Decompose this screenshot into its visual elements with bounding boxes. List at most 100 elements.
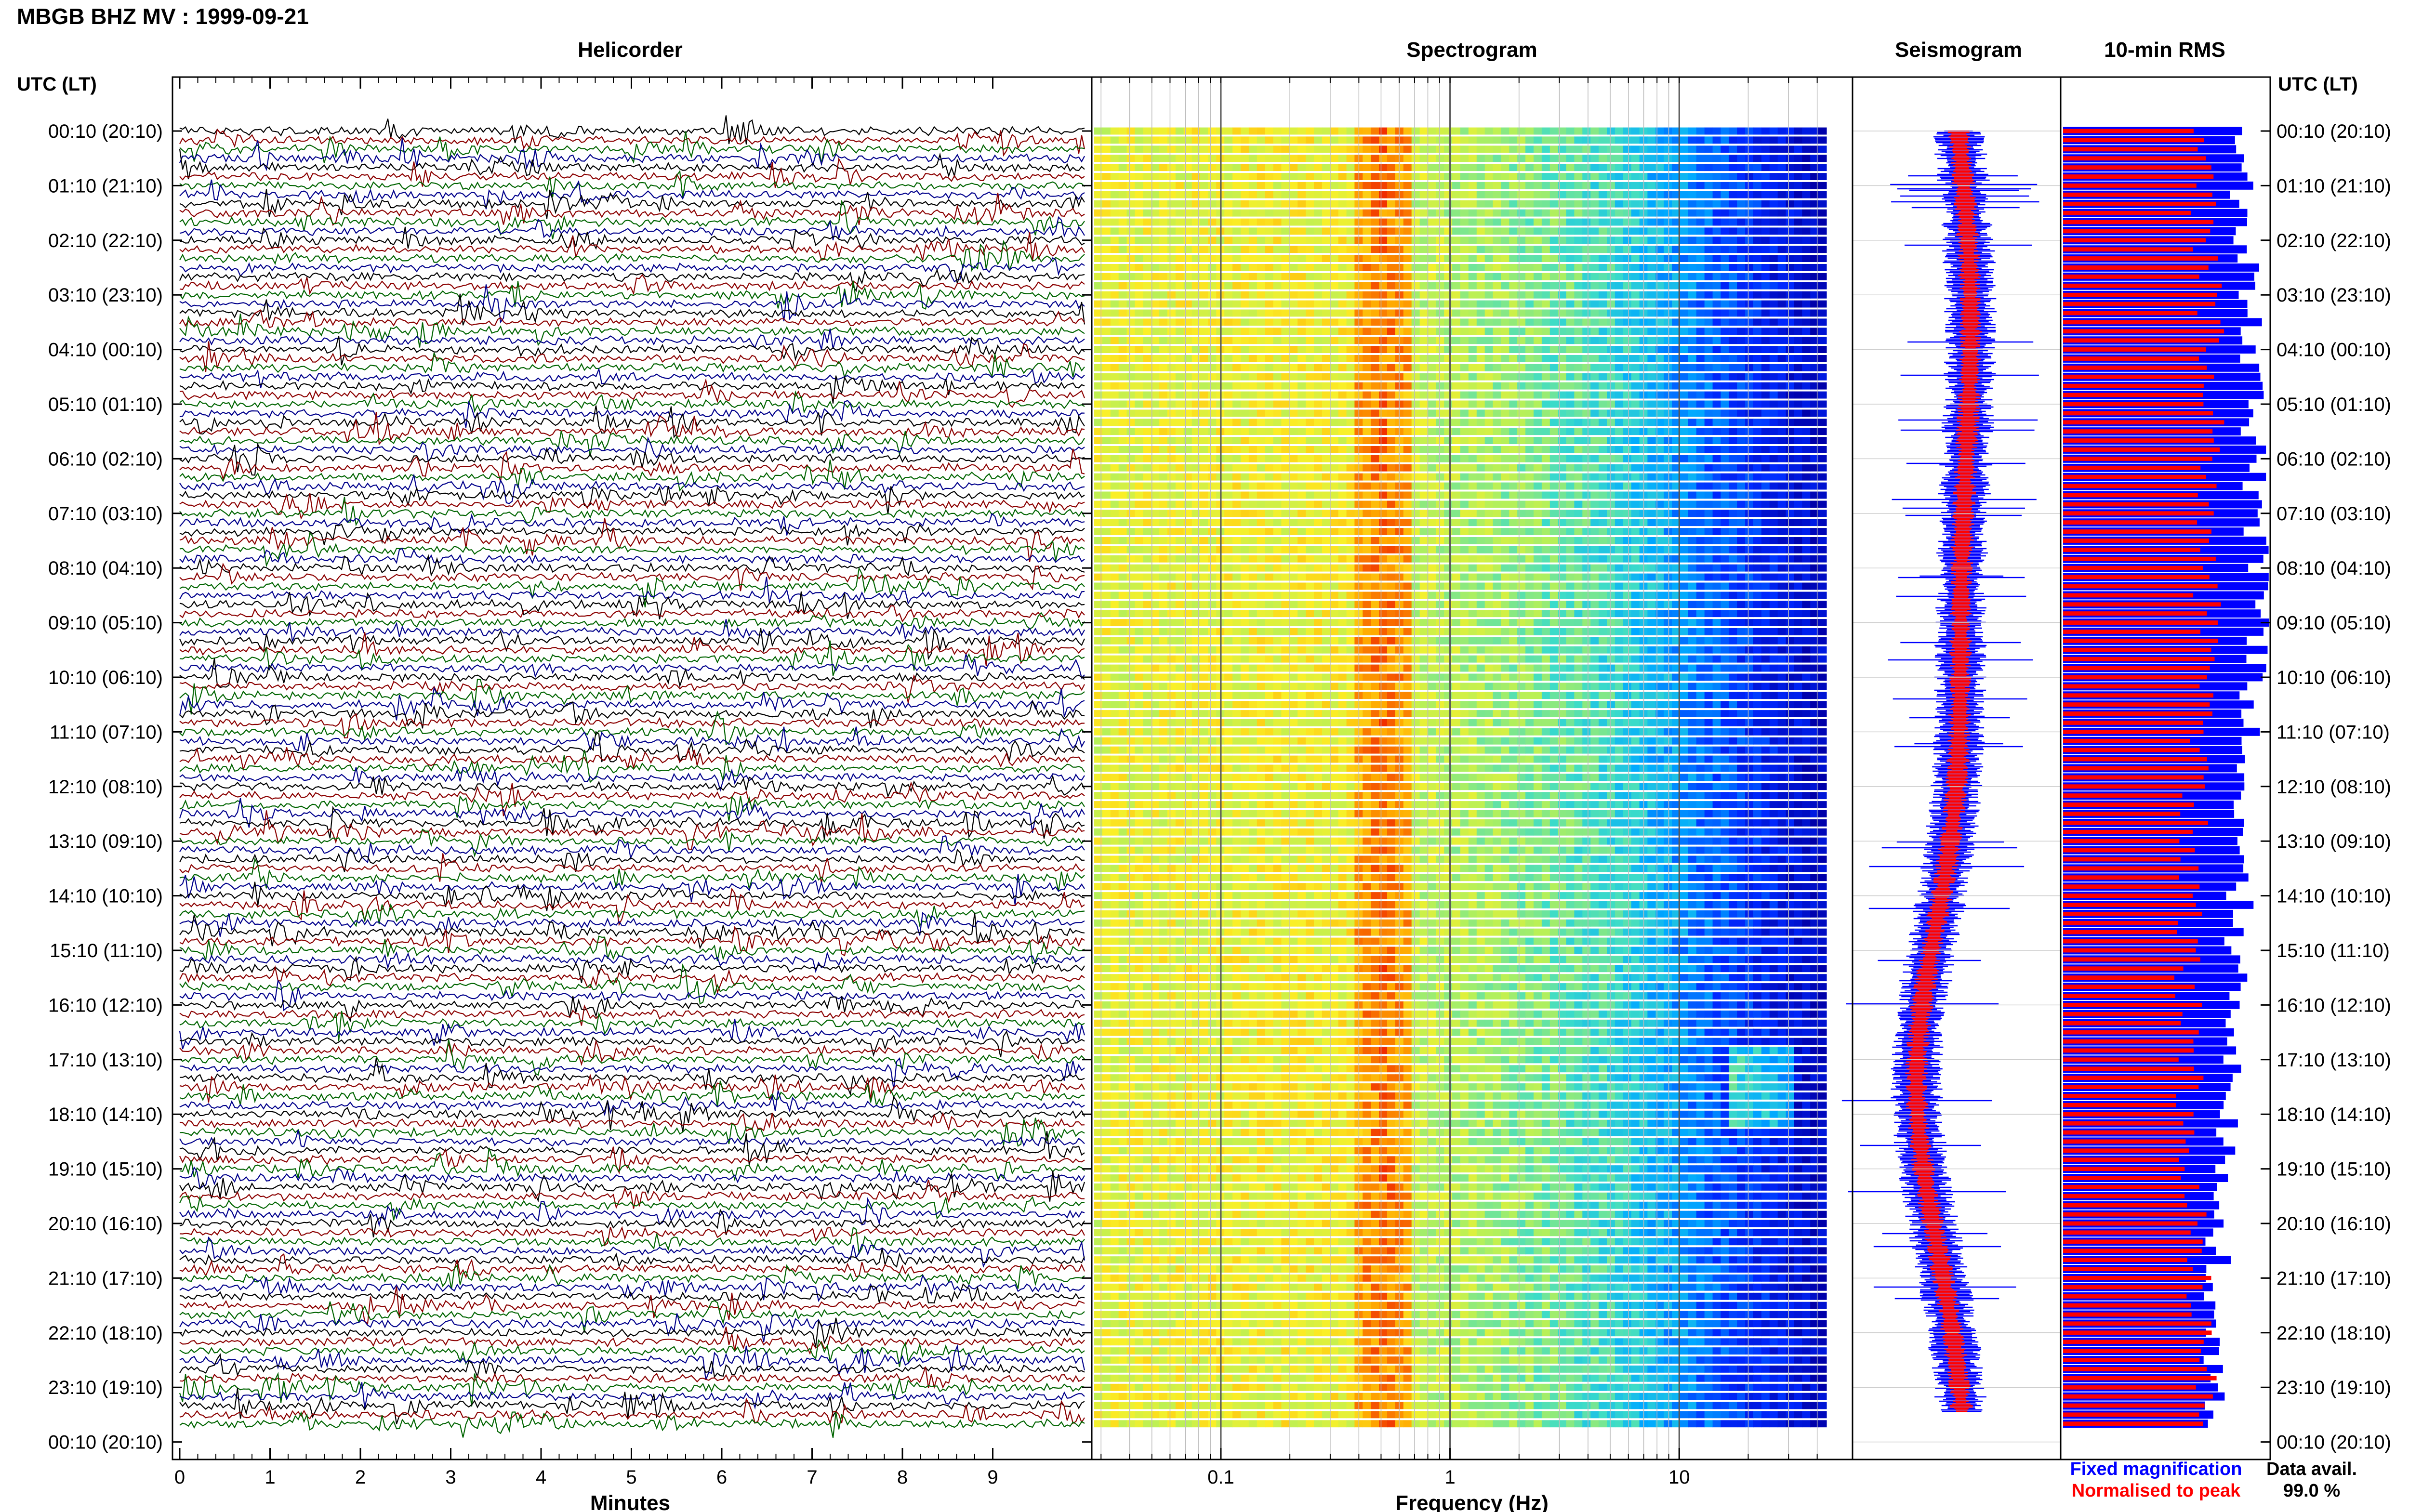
rms-bar-normalised xyxy=(2063,265,2209,270)
helicorder-trace xyxy=(179,1371,1085,1407)
rms-bar-normalised xyxy=(2063,1184,2199,1189)
time-tick-label-right: 03:10 (23:10) xyxy=(2277,285,2391,306)
page-title: MBGB BHZ MV : 1999-09-21 xyxy=(17,4,309,29)
time-tick-label-right: 07:10 (03:10) xyxy=(2277,503,2391,525)
rms-bar-normalised xyxy=(2063,1367,2207,1371)
rms-bar-normalised xyxy=(2063,283,2222,288)
rms-bar-normalised xyxy=(2063,1039,2194,1044)
time-tick-label-left: 08:10 (04:10) xyxy=(48,558,163,579)
rms-bar-normalised xyxy=(2063,1239,2203,1244)
helicorder-trace xyxy=(179,518,1085,562)
frequency-tick-label: 10 xyxy=(1668,1467,1690,1488)
rms-bar-normalised xyxy=(2063,192,2212,197)
helicorder-trace xyxy=(179,232,1085,261)
helicorder-trace xyxy=(179,473,1085,504)
spectrogram-title: Spectrogram xyxy=(1406,38,1537,62)
rms-bar-normalised xyxy=(2063,721,2203,725)
helicorder-trace xyxy=(179,1344,1085,1381)
rms-bar-normalised xyxy=(2063,738,2190,743)
rms-bar-normalised xyxy=(2063,666,2210,671)
time-tick-label-left: 23:10 (19:10) xyxy=(48,1377,163,1398)
rms-bar-normalised xyxy=(2063,1157,2179,1162)
rms-bar-normalised xyxy=(2063,220,2214,224)
helicorder-trace xyxy=(179,442,1085,476)
helicorder-trace xyxy=(179,341,1085,372)
helicorder-trace xyxy=(179,412,1085,446)
helicorder-trace xyxy=(179,239,1085,272)
helicorder-trace xyxy=(179,293,1085,326)
time-tick-label-left: 01:10 (21:10) xyxy=(48,175,163,197)
rms-bar-normalised xyxy=(2063,183,2197,188)
time-tick-label-right: 05:10 (01:10) xyxy=(2277,394,2391,415)
time-tick-label-left: 17:10 (13:10) xyxy=(48,1050,163,1071)
time-tick-label-right: 21:10 (17:10) xyxy=(2277,1268,2391,1289)
time-tick-label-right: 04:10 (00:10) xyxy=(2277,340,2391,361)
time-tick-label-left: 18:10 (14:10) xyxy=(48,1104,163,1125)
helicorder-trace xyxy=(179,795,1085,822)
rms-bar-normalised xyxy=(2063,1275,2211,1280)
minutes-tick-label: 3 xyxy=(445,1467,456,1488)
time-tick-label-right: 16:10 (12:10) xyxy=(2277,995,2391,1016)
helicorder-trace xyxy=(179,979,1085,1012)
minutes-tick-label: 7 xyxy=(807,1467,817,1488)
helicorder-trace xyxy=(179,1226,1085,1247)
rms-bar-normalised xyxy=(2063,174,2214,179)
helicorder-trace xyxy=(179,554,1085,577)
helicorder-trace xyxy=(179,436,1085,463)
helicorder-trace xyxy=(179,115,1085,145)
rms-bar-normalised xyxy=(2063,1230,2191,1235)
helicorder-trace xyxy=(179,1248,1085,1268)
rms-bar-normalised xyxy=(2063,1376,2217,1381)
helicorder-trace xyxy=(179,1080,1085,1107)
helicorder-trace xyxy=(179,170,1085,198)
helicorder-trace xyxy=(179,1118,1085,1147)
helicorder-trace xyxy=(179,747,1085,772)
time-tick-label-right: 20:10 (16:10) xyxy=(2277,1213,2391,1235)
helicorder-trace xyxy=(179,493,1085,520)
helicorder-trace xyxy=(179,430,1085,457)
helicorder-trace xyxy=(179,810,1085,850)
rms-bar-normalised xyxy=(2063,438,2214,443)
helicorder-trace xyxy=(179,179,1085,210)
rms-bar-normalised xyxy=(2063,939,2198,944)
helicorder-trace xyxy=(179,257,1085,283)
minutes-tick-label: 6 xyxy=(716,1467,727,1488)
seismogram-title: Seismogram xyxy=(1895,38,2022,62)
rms-bar-normalised xyxy=(2063,493,2198,498)
rms-bar-normalised xyxy=(2063,1340,2204,1344)
rms-bar-normalised xyxy=(2063,1249,2202,1253)
helicorder-trace xyxy=(179,767,1085,792)
helicorder-trace xyxy=(179,375,1085,404)
time-tick-label-left: 21:10 (17:10) xyxy=(48,1268,163,1289)
rms-bar-normalised xyxy=(2063,229,2210,234)
time-tick-label-left: 20:10 (16:10) xyxy=(48,1213,163,1235)
frequency-axis-label: Frequency (Hz) xyxy=(1395,1491,1549,1512)
helicorder-trace xyxy=(179,189,1085,219)
helicorder-trace xyxy=(179,1411,1085,1438)
rms-bar-normalised xyxy=(2063,1203,2187,1208)
rms-bar-normalised xyxy=(2063,1403,2205,1408)
helicorder-trace xyxy=(179,605,1085,623)
helicorder-trace xyxy=(179,881,1085,911)
rms-bar-normalised xyxy=(2063,647,2211,652)
rms-bar-normalised xyxy=(2063,1066,2194,1071)
rms-bar-normalised xyxy=(2063,1358,2200,1362)
minutes-tick-label: 5 xyxy=(626,1467,636,1488)
time-tick-labels-left: 00:10 (20:10) 01:10 (21:10) 02:10 (22:10) 0… xyxy=(48,121,1092,1453)
helicorder-trace xyxy=(179,857,1085,892)
rms-bar-normalised xyxy=(2063,374,2214,379)
rms-bar-normalised xyxy=(2063,147,2198,152)
rms-bar-normalised xyxy=(2063,320,2221,325)
rms-bar-normalised xyxy=(2063,292,2217,297)
helicorder-trace xyxy=(179,284,1085,324)
helicorder-trace xyxy=(179,996,1085,1023)
helicorder-trace xyxy=(179,1313,1085,1342)
rms-bar-normalised xyxy=(2063,1057,2179,1062)
helicorder-trace xyxy=(179,352,1085,380)
helicorder-trace xyxy=(179,1327,1085,1355)
helicorder-trace xyxy=(179,1366,1085,1390)
rms-bar-normalised xyxy=(2063,539,2209,543)
helicorder-trace xyxy=(179,1166,1085,1190)
helicorder-trace xyxy=(179,309,1085,329)
helicorder-trace xyxy=(179,1339,1085,1367)
